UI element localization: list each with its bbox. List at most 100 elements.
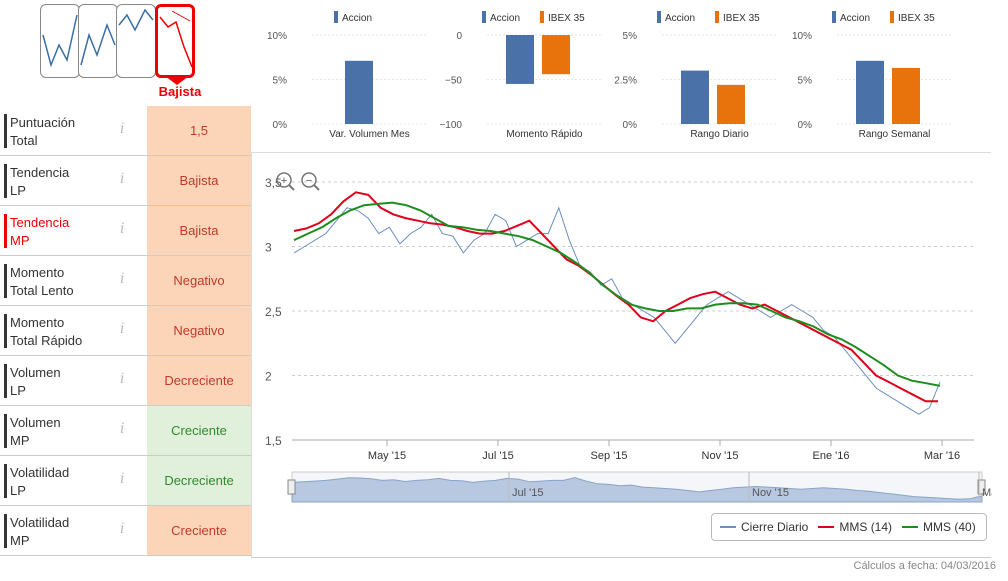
zoom-in-icon (276, 172, 292, 188)
series-line-mms14[interactable] (293, 191, 938, 403)
calculation-date: Cálculos a fecha: 04/03/2016 (853, 560, 997, 572)
indicator-value: 1,5 (147, 106, 251, 155)
navigator-handle-left[interactable] (287, 479, 296, 495)
indicator-row[interactable]: Volumen MP i Creciente (0, 406, 251, 456)
x-tick-label: Mar '16 (924, 450, 960, 462)
chart-title: Momento Rápido (506, 129, 583, 140)
legend-label: MMS (40) (923, 520, 976, 534)
indicator-row[interactable]: Volumen LP i Decreciente (0, 356, 251, 406)
legend-swatch (715, 11, 719, 23)
bar[interactable] (892, 67, 920, 124)
row-marker (4, 314, 7, 348)
zoom-out-glyph: − (306, 175, 312, 187)
legend-swatch-mms14 (818, 526, 835, 528)
price-chart: 3,5 3 2,5 2 1,5 May '15 Jul '15 Sep '15 Nov '15 E… (265, 172, 992, 503)
info-icon[interactable]: i (120, 471, 125, 487)
bar[interactable] (542, 35, 570, 75)
bar[interactable] (717, 84, 745, 124)
x-tick-label: Nov '15 (702, 450, 739, 462)
row-marker (4, 514, 7, 548)
indicator-value: Negativo (147, 306, 251, 355)
y-tick-label: 1,5 (265, 434, 282, 448)
trend-thumbnail-downtrend[interactable] (155, 4, 195, 78)
bar[interactable] (345, 60, 373, 124)
chart-title: Rango Diario (690, 129, 749, 140)
navigator-label: Nov '15 (752, 487, 789, 499)
info-icon[interactable]: i (120, 371, 125, 387)
y-tick-label: 0% (798, 120, 813, 131)
x-tick-label: Ene '16 (813, 450, 850, 462)
legend-swatch (890, 11, 894, 23)
y-tick-label: 10% (267, 31, 287, 42)
indicator-row[interactable]: Tendencia MP i Bajista (0, 206, 251, 256)
trend-thumbnail-uptrend-2[interactable] (116, 4, 156, 78)
chart-title: Rango Semanal (859, 129, 931, 140)
bar[interactable] (681, 70, 709, 124)
x-tick-label: Jul '15 (482, 450, 513, 462)
row-marker (4, 414, 7, 448)
indicator-label: Volatilidad MP (10, 515, 70, 548)
legend-swatch (334, 11, 338, 23)
indicator-value: Creciente (147, 406, 251, 455)
navigator-series (291, 477, 983, 503)
indicator-row[interactable]: Puntuación Total i 1,5 (0, 106, 251, 156)
info-icon[interactable]: i (120, 271, 125, 287)
indicator-row[interactable]: Momento Total Lento i Negativo (0, 256, 251, 306)
info-icon[interactable]: i (120, 121, 125, 137)
zoom-in-button[interactable]: + (276, 172, 295, 191)
row-marker (4, 114, 7, 148)
y-tick-label: 0% (623, 120, 638, 131)
zoom-handle (288, 184, 295, 191)
chart-legend: Cierre Diario MMS (14) MMS (40) (711, 513, 987, 541)
info-icon[interactable]: i (120, 321, 125, 337)
row-marker (4, 214, 7, 248)
y-tick-label: −50 (445, 76, 462, 87)
x-tick-label: May '15 (368, 450, 406, 462)
indicator-row[interactable]: Volatilidad MP i Creciente (0, 506, 251, 556)
mini-chart-var-volumen: 10% 5% 0% Accion Var. Volumen Mes (267, 11, 427, 140)
info-icon[interactable]: i (120, 521, 125, 537)
legend-swatch-cierre (720, 526, 736, 528)
navigator-label: Jul '15 (512, 487, 543, 499)
indicator-row[interactable]: Volatilidad LP i Decreciente (0, 456, 251, 506)
trend-label: Bajista (158, 84, 202, 99)
zoom-out-button[interactable]: − (301, 172, 320, 191)
indicator-row[interactable]: Tendencia LP i Bajista (0, 156, 251, 206)
info-icon[interactable]: i (120, 421, 125, 437)
mini-chart-rango-semanal: 10% 5% 0% Accion IBEX 35 Rango Semanal (792, 11, 952, 140)
bar[interactable] (856, 60, 884, 124)
y-tick-label: 5% (798, 76, 813, 87)
legend-cierre[interactable]: Cierre Diario (720, 520, 808, 534)
trend-thumbnail-uptrend-1[interactable] (78, 4, 118, 78)
divider (251, 557, 991, 558)
y-tick-label: −100 (439, 120, 462, 131)
bar[interactable] (506, 35, 534, 84)
legend-swatch-mms40 (902, 526, 919, 528)
indicator-value: Bajista (147, 206, 251, 255)
legend-mms14[interactable]: MMS (14) (818, 520, 892, 534)
indicator-label: Momento Total Lento (10, 265, 74, 298)
divider (251, 152, 991, 153)
indicator-row[interactable]: Momento Total Rápido i Negativo (0, 306, 251, 356)
y-tick-label: 0 (456, 31, 462, 42)
row-marker (4, 364, 7, 398)
legend-label: Accion (490, 13, 520, 24)
indicator-value: Creciente (147, 506, 251, 555)
divider (251, 152, 252, 557)
trend-thumbnail-range[interactable] (40, 4, 80, 78)
indicator-value: Decreciente (147, 456, 251, 505)
navigator-label: Ma (982, 487, 992, 499)
indicator-value: Decreciente (147, 356, 251, 405)
legend-label: IBEX 35 (723, 13, 760, 24)
series-line-mms40[interactable] (293, 201, 941, 387)
y-tick-label: 3 (265, 241, 272, 255)
navigator-handle-right[interactable] (977, 479, 986, 495)
legend-label: IBEX 35 (548, 13, 585, 24)
legend-label: MMS (14) (839, 520, 893, 534)
indicator-label: Volatilidad LP (10, 465, 70, 498)
info-icon[interactable]: i (120, 171, 125, 187)
zoom-in-glyph: + (281, 175, 287, 187)
legend-label: IBEX 35 (898, 13, 935, 24)
legend-mms40[interactable]: MMS (40) (902, 520, 976, 534)
info-icon[interactable]: i (120, 221, 125, 237)
